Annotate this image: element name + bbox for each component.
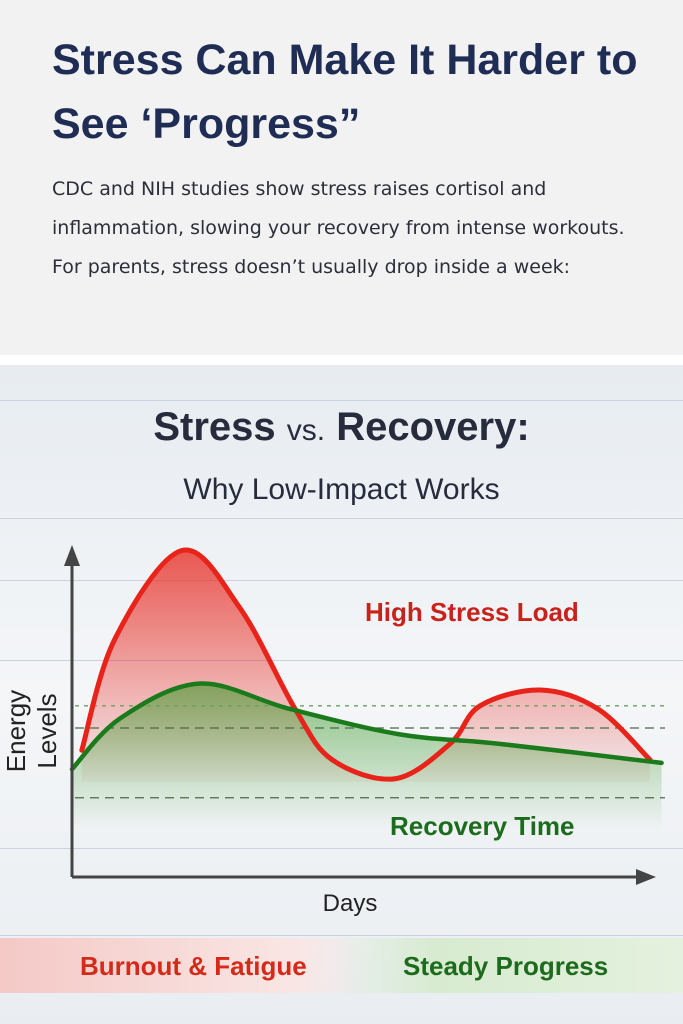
grid-line — [0, 660, 683, 661]
x-axis-arrow-icon — [636, 869, 656, 885]
grid-line — [0, 848, 683, 849]
stress-line — [79, 547, 653, 782]
grid-line — [0, 518, 683, 519]
header-section: Stress Can Make It Harder to See ‘Progre… — [0, 0, 683, 355]
grid-line — [0, 580, 683, 581]
x-axis-label: Days — [322, 890, 378, 917]
recovery-annotation: Recovery Time — [390, 811, 575, 841]
recovery-line — [69, 681, 664, 772]
stress-annotation: High Stress Load — [365, 597, 579, 627]
y-axis-arrow-icon — [64, 545, 80, 566]
grid-line — [0, 935, 683, 936]
recovery-area — [72, 683, 662, 830]
grid-line — [0, 400, 683, 401]
y-axis-label: Energy Levels — [1, 689, 62, 773]
burnout-band — [0, 938, 370, 993]
burnout-label: Burnout & Fatigue — [80, 951, 307, 981]
chart-subtitle: Why Low-Impact Works — [183, 473, 500, 506]
chart-title: Stress vs. Recovery: — [153, 405, 530, 449]
page-title: Stress Can Make It Harder to See ‘Progre… — [52, 36, 638, 148]
intro-paragraph: CDC and NIH studies show stress raises c… — [52, 178, 625, 278]
progress-band — [330, 938, 683, 993]
progress-label: Steady Progress — [403, 951, 609, 981]
